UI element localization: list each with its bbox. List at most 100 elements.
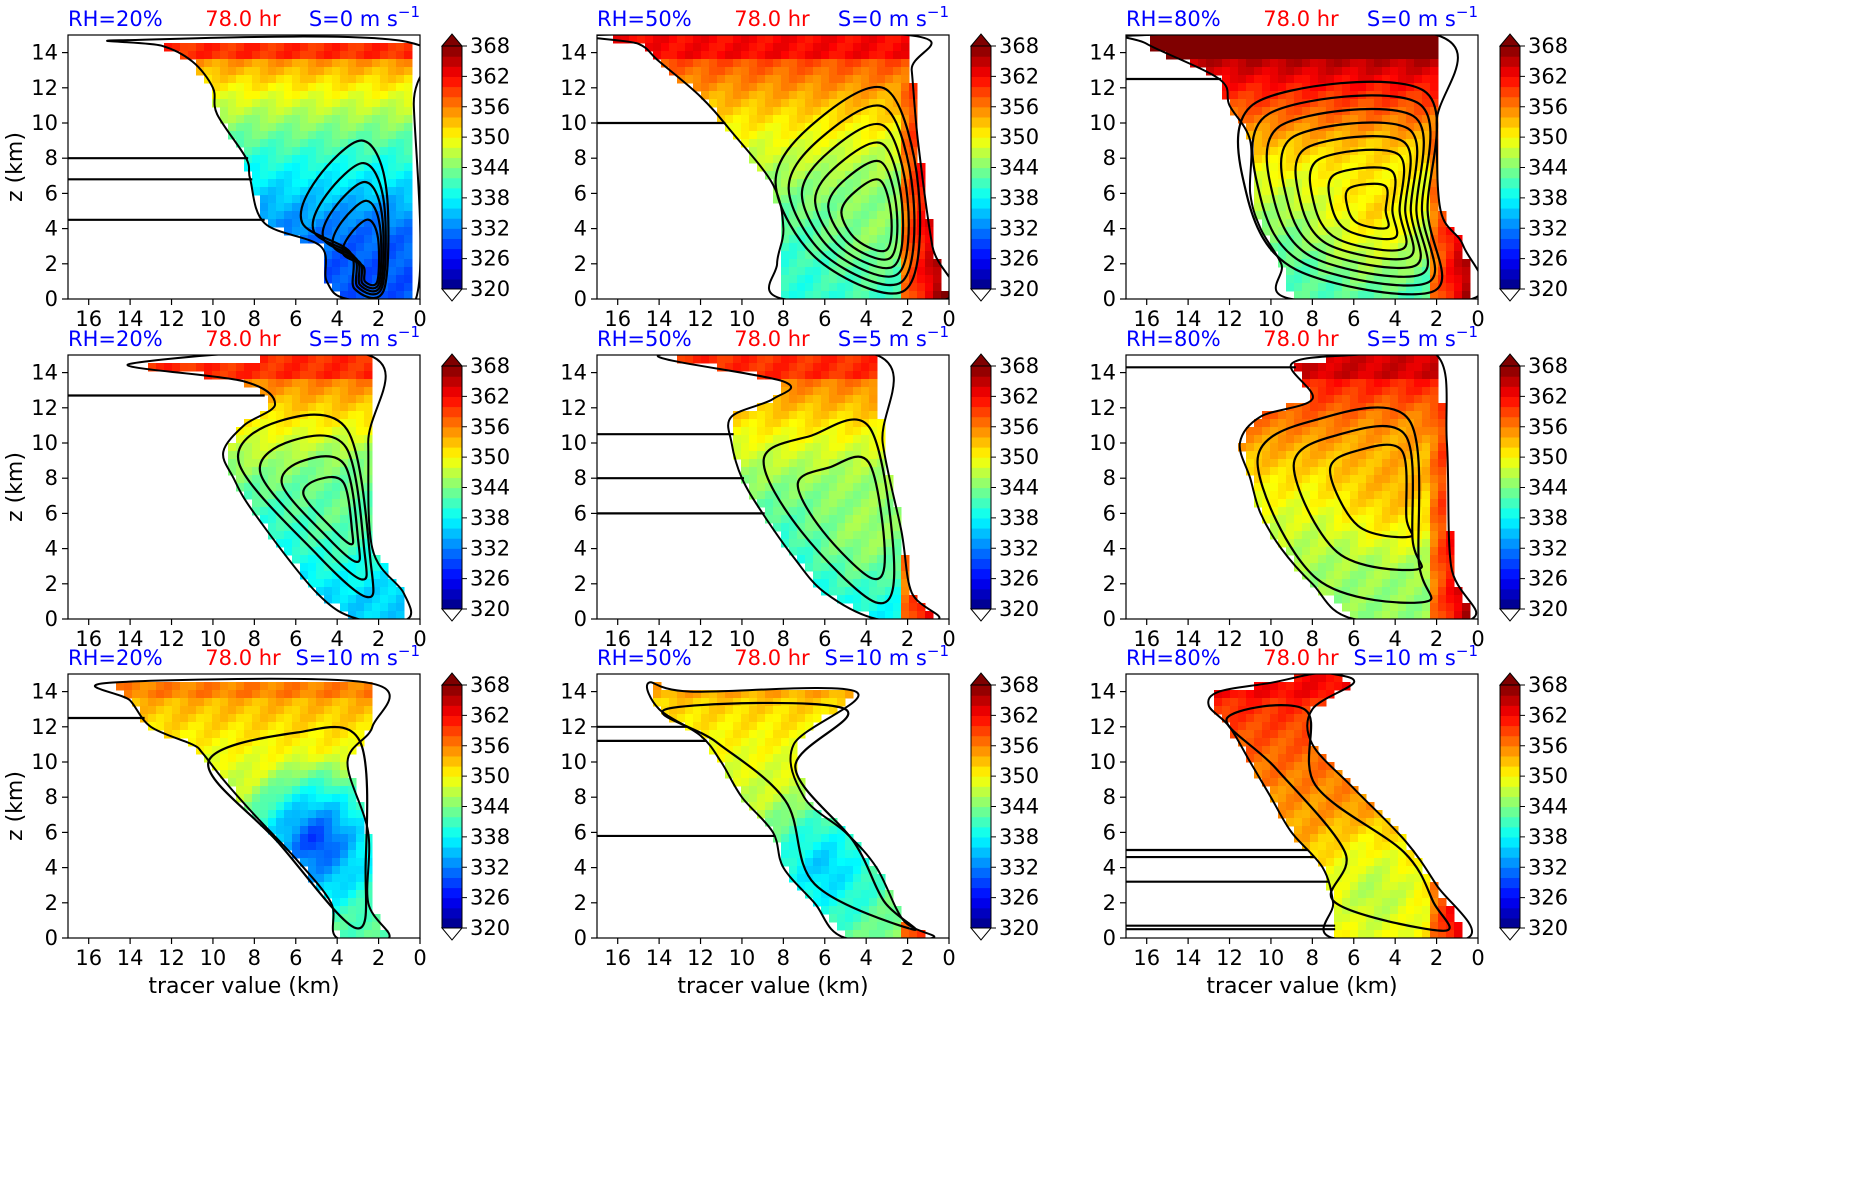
heatmap-cell bbox=[1310, 91, 1319, 100]
heatmap-cell bbox=[1262, 91, 1271, 100]
heatmap-cell bbox=[885, 251, 894, 260]
heatmap-cell bbox=[1358, 43, 1367, 52]
heatmap-cell bbox=[1374, 483, 1383, 492]
heatmap-cell bbox=[1358, 355, 1367, 364]
heatmap-cell bbox=[1302, 203, 1311, 212]
heatmap-cell bbox=[1422, 523, 1431, 532]
colorbar-level bbox=[442, 238, 462, 250]
heatmap-cell bbox=[1358, 435, 1367, 444]
x-tick-label: 16 bbox=[604, 627, 631, 651]
colorbar-level bbox=[971, 258, 991, 270]
heatmap-cell bbox=[1374, 523, 1383, 532]
heatmap-cell bbox=[1382, 475, 1391, 484]
heatmap-cell bbox=[332, 515, 341, 524]
heatmap-cell bbox=[1358, 195, 1367, 204]
heatmap-cell bbox=[332, 587, 341, 596]
heatmap-cell bbox=[789, 211, 798, 220]
heatmap-cell bbox=[1446, 611, 1455, 619]
colorbar-level bbox=[442, 376, 462, 387]
heatmap-cell bbox=[1294, 251, 1303, 260]
heatmap-cell bbox=[1398, 243, 1407, 252]
heatmap-cell bbox=[1382, 59, 1391, 68]
colorbar-level bbox=[971, 416, 991, 428]
heatmap-cell bbox=[893, 243, 902, 252]
heatmap-cell bbox=[1294, 107, 1303, 116]
heatmap-cell bbox=[1334, 187, 1343, 196]
heatmap-cell bbox=[869, 91, 878, 100]
heatmap-cell bbox=[1382, 131, 1391, 140]
heatmap-cell bbox=[1390, 523, 1399, 532]
heatmap-cell bbox=[1318, 67, 1327, 76]
heatmap-cell bbox=[380, 291, 389, 299]
heatmap-cell bbox=[404, 243, 413, 252]
colorbar-level bbox=[442, 258, 462, 270]
colorbar-level bbox=[971, 238, 991, 250]
heatmap-cell bbox=[861, 587, 870, 596]
heatmap-cell bbox=[1374, 35, 1383, 44]
outer-contour bbox=[93, 677, 391, 938]
heatmap-cell bbox=[781, 403, 790, 412]
heatmap-cell bbox=[236, 722, 245, 731]
heatmap-cell bbox=[1398, 555, 1407, 564]
heatmap-cell bbox=[1406, 187, 1415, 196]
heatmap-cell bbox=[340, 746, 349, 755]
heatmap-cell bbox=[1406, 571, 1415, 580]
heatmap-cell bbox=[1390, 419, 1399, 428]
heatmap-cell bbox=[725, 35, 734, 44]
heatmap-cell bbox=[1342, 595, 1351, 604]
heatmap-cell bbox=[1342, 563, 1351, 572]
heatmap-cell bbox=[268, 802, 277, 811]
heatmap-cell bbox=[396, 283, 405, 292]
heatmap-cell bbox=[813, 251, 822, 260]
heatmap-cell bbox=[284, 802, 293, 811]
heatmap-cell bbox=[340, 67, 349, 76]
heatmap-cell bbox=[332, 762, 341, 771]
heatmap-cell bbox=[1374, 251, 1383, 260]
heatmap-cell bbox=[268, 491, 277, 500]
shear-unit-exponent: −1 bbox=[398, 3, 420, 21]
heatmap-cell bbox=[1286, 267, 1295, 276]
heatmap-cell bbox=[348, 842, 357, 851]
heatmap-cell bbox=[869, 179, 878, 188]
heatmap-cell bbox=[1374, 475, 1383, 484]
heatmap-cell bbox=[829, 59, 838, 68]
heatmap-cell bbox=[228, 43, 237, 52]
heatmap-cell bbox=[1414, 427, 1423, 436]
heatmap-cell bbox=[1374, 427, 1383, 436]
heatmap-cell bbox=[1414, 355, 1423, 364]
heatmap-cell bbox=[845, 411, 854, 420]
heatmap-cell bbox=[340, 99, 349, 108]
heatmap-cell bbox=[797, 179, 806, 188]
y-tick-label: 8 bbox=[1103, 146, 1116, 170]
heatmap-cell bbox=[252, 682, 261, 691]
heatmap-cell bbox=[1358, 483, 1367, 492]
heatmap-cell bbox=[853, 371, 862, 380]
colorbar-level bbox=[971, 538, 991, 549]
heatmap-cell bbox=[372, 75, 381, 84]
heatmap-cell bbox=[1430, 291, 1439, 299]
heatmap-cell bbox=[773, 363, 782, 372]
heatmap-cell bbox=[709, 99, 718, 108]
colorbar-tick-label: 350 bbox=[470, 445, 510, 469]
heatmap-cell bbox=[853, 155, 862, 164]
heatmap-cell bbox=[781, 115, 790, 124]
heatmap-cell bbox=[284, 211, 293, 220]
heatmap-cell bbox=[773, 51, 782, 60]
heatmap-cell bbox=[188, 730, 197, 739]
heatmap-cell bbox=[765, 403, 774, 412]
heatmap-cell bbox=[1382, 595, 1391, 604]
heatmap-cell bbox=[1326, 67, 1335, 76]
heatmap-cell bbox=[340, 443, 349, 452]
heatmap-cell bbox=[380, 155, 389, 164]
heatmap-cell bbox=[1374, 171, 1383, 180]
heatmap-cell bbox=[300, 139, 309, 148]
heatmap-cell bbox=[1430, 419, 1439, 428]
heatmap-cell bbox=[324, 147, 333, 156]
heatmap-cell bbox=[789, 163, 798, 172]
heatmap-cell bbox=[1334, 195, 1343, 204]
heatmap-cell bbox=[821, 363, 830, 372]
contour-line-7 bbox=[1327, 166, 1399, 241]
heatmap-cell bbox=[316, 107, 325, 116]
heatmap-cell bbox=[316, 435, 325, 444]
heatmap-cell bbox=[292, 826, 301, 835]
